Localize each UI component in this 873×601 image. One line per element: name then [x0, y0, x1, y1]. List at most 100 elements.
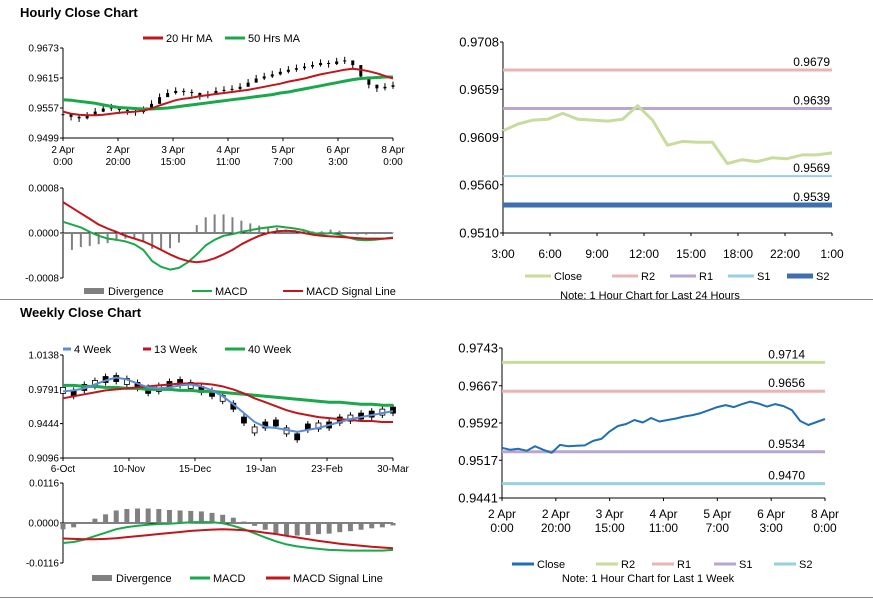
ma4-legend-label: 4 Week: [74, 344, 112, 356]
hourly-macd-line: [62, 220, 394, 271]
weekly-macd-divergence-bar: [347, 523, 353, 532]
weekly-levels-x-tick: 2 Apr: [542, 507, 570, 521]
weekly-macd-signal-line: [62, 528, 394, 550]
weekly-levels-y-tick: 0.9441: [458, 491, 498, 506]
weekly-macd-divergence-bar: [81, 523, 87, 524]
weekly-section-title: Weekly Close Chart: [20, 305, 142, 320]
hourly-ma50-line: [62, 75, 393, 111]
weekly-price-x-tick: 19-Jan: [246, 464, 277, 475]
weekly-macd-divergence-bar: [305, 523, 311, 536]
hourly-levels-s1-legend-label: S1: [757, 271, 770, 283]
hourly-price-y-tick: 0.9557: [28, 104, 59, 115]
hourly-price-candle: [327, 63, 331, 65]
hourly-level-s2-label: 0.9539: [793, 190, 830, 204]
weekly-price-y-tick: 0.9096: [28, 454, 59, 465]
weekly-levels-x-tick: 6 Apr: [757, 507, 785, 521]
weekly-macd-y-tick: 0.0000: [28, 519, 59, 530]
hourly-level-r1-label: 0.9639: [793, 94, 830, 108]
hourly-price-candle: [158, 97, 162, 104]
hourly-level-s1-label: 0.9569: [793, 161, 830, 175]
weekly-levels-x-tick: 3 Apr: [596, 507, 624, 521]
weekly-macd-legend-label: MACD: [213, 573, 245, 585]
hourly-price-candle: [246, 82, 250, 87]
weekly-levels-y-tick: 0.9592: [458, 416, 498, 431]
bottom-divider: [0, 597, 873, 598]
weekly-price-y-tick: 0.9444: [28, 419, 59, 430]
hourly-price-candle: [222, 89, 226, 91]
weekly-price-x-tick: 30-Mar: [377, 464, 409, 475]
hourly-price-x-tick: 11:00: [216, 157, 241, 168]
weekly-price-y-tick: 1.0138: [28, 351, 59, 362]
weekly-levels-close-legend-label: Close: [537, 559, 565, 571]
weekly-macd-divergence-bar: [220, 514, 226, 523]
hourly-price-candle: [61, 114, 65, 116]
hourly-price-candle: [182, 90, 186, 92]
weekly-macd-divergence-bar: [135, 508, 141, 523]
weekly-price-candle: [294, 433, 301, 441]
weekly-macd-divergence-bar: [369, 523, 375, 529]
section-divider: [0, 299, 873, 300]
weekly-levels-x-tick: 4 Apr: [649, 507, 677, 521]
hourly-signal-legend-label: MACD Signal Line: [306, 286, 396, 298]
weekly-levels-s2-legend-label: S2: [799, 559, 812, 571]
weekly-ma13-line: [62, 382, 393, 423]
hourly-price-candle: [198, 93, 202, 97]
hourly-price-x-tick: 15:00: [160, 157, 185, 168]
weekly-levels-y-tick: 0.9743: [458, 341, 498, 356]
weekly-macd-divergence-bar: [156, 509, 162, 523]
hourly-macd-y-tick: 0.0008: [28, 184, 59, 195]
weekly-macd-divergence-bar: [188, 510, 194, 523]
weekly-level-r2-label: 0.9714: [768, 347, 805, 361]
hourly-price-x-tick: 4 Apr: [216, 145, 240, 156]
hourly-price-candle: [367, 76, 371, 85]
weekly-macd-divergence-bar: [166, 509, 172, 523]
weekly-levels-x-tick: 15:00: [595, 521, 625, 535]
hourly-price-x-tick: 0:00: [383, 157, 403, 168]
hourly-price-x-tick: 5 Apr: [271, 145, 295, 156]
hourly-price-candle: [278, 71, 282, 75]
hourly-price-candle: [262, 76, 266, 79]
weekly-levels-x-tick: 2 Apr: [488, 507, 516, 521]
weekly-levels-x-tick: 11:00: [649, 521, 678, 535]
hourly-price-x-tick: 0:00: [53, 157, 73, 168]
hourly-levels-x-tick: 9:00: [585, 247, 609, 261]
hourly-levels-r2-legend-label: R2: [641, 271, 655, 283]
hourly-levels-y-tick: 0.9708: [459, 35, 499, 50]
weekly-macd-divergence-bar: [177, 510, 183, 523]
hourly-price-candle: [174, 90, 178, 93]
weekly-level-s2-label: 0.9470: [768, 469, 805, 483]
weekly-macd-divergence-bar: [230, 517, 236, 523]
hourly-macd-signal-line: [62, 201, 394, 264]
hourly-price-y-tick: 0.9499: [28, 134, 59, 145]
hourly-price-candle: [319, 63, 323, 66]
hourly-levels-y-tick: 0.9510: [459, 226, 499, 241]
hourly-price-candle: [351, 60, 355, 66]
hourly-price-candle: [77, 116, 81, 119]
weekly-levels-s1-legend-label: S1: [739, 559, 752, 571]
weekly-macd-divergence-bar: [71, 523, 77, 528]
hourly-price-x-tick: 2 Apr: [51, 145, 75, 156]
hourly-divergence-legend-label: Divergence: [108, 286, 164, 298]
hourly-levels-close-legend-label: Close: [554, 271, 582, 283]
hourly-price-candle: [238, 86, 242, 89]
weekly-levels-x-tick: 5 Apr: [703, 507, 731, 521]
weekly-levels-note: Note: 1 Hour Chart for Last 1 Week: [562, 573, 735, 585]
hourly-price-candle: [109, 107, 113, 109]
hourly-macd-y-tick: -0.0008: [25, 274, 59, 285]
hourly-price-candle: [359, 65, 363, 77]
hourly-price-candle: [254, 78, 258, 83]
weekly-macd-divergence-bar: [262, 523, 268, 530]
weekly-levels-x-tick: 20:00: [541, 521, 571, 535]
hourly-price-candle: [311, 65, 315, 67]
hourly-price-candle: [375, 84, 379, 89]
hourly-ma20-line: [62, 67, 394, 117]
hourly-price-candle: [214, 90, 218, 95]
hourly-levels-r1-legend-label: R1: [699, 271, 713, 283]
hourly-price-candle: [190, 91, 194, 93]
hourly-levels-x-tick: 3:00: [491, 247, 515, 261]
weekly-macd-divergence-bar: [358, 523, 364, 530]
weekly-macd-divergence-bar: [379, 523, 385, 528]
hourly-levels-y-tick: 0.9609: [459, 130, 499, 145]
hourly-levels-s2-legend-label: S2: [816, 271, 829, 283]
weekly-macd-divergence-bar: [124, 509, 130, 523]
